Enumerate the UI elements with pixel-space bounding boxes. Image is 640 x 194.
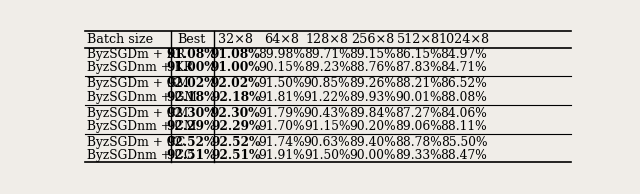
Text: 89.26%: 89.26% — [349, 77, 396, 90]
Text: 89.06%: 89.06% — [395, 120, 442, 133]
Text: 88.08%: 88.08% — [440, 91, 487, 104]
Text: 92.29%: 92.29% — [166, 120, 216, 133]
Text: 89.23%: 89.23% — [303, 61, 350, 74]
Text: 90.01%: 90.01% — [395, 91, 442, 104]
Text: 89.40%: 89.40% — [349, 136, 396, 149]
Text: 91.00%: 91.00% — [166, 61, 216, 74]
Text: 89.15%: 89.15% — [349, 48, 396, 61]
Text: 89.33%: 89.33% — [395, 149, 442, 162]
Text: 92.29%: 92.29% — [211, 120, 260, 133]
Text: 1024×8: 1024×8 — [438, 33, 490, 46]
Text: 128×8: 128×8 — [305, 33, 349, 46]
Text: 90.63%: 90.63% — [304, 136, 350, 149]
Text: 84.97%: 84.97% — [440, 48, 487, 61]
Text: 92.02%: 92.02% — [166, 77, 216, 90]
Text: 90.85%: 90.85% — [304, 77, 350, 90]
Text: ByzSGDnm + CC: ByzSGDnm + CC — [88, 149, 194, 162]
Text: 91.15%: 91.15% — [304, 120, 350, 133]
Text: ByzSGDm + CC: ByzSGDm + CC — [88, 136, 186, 149]
Text: 91.74%: 91.74% — [258, 136, 305, 149]
Text: 92.02%: 92.02% — [211, 77, 260, 90]
Text: 91.70%: 91.70% — [258, 120, 305, 133]
Text: 90.15%: 90.15% — [258, 61, 305, 74]
Text: ByzSGDnm + KR: ByzSGDnm + KR — [88, 61, 193, 74]
Text: 91.08%: 91.08% — [166, 48, 216, 61]
Text: 84.71%: 84.71% — [440, 61, 487, 74]
Text: 91.50%: 91.50% — [304, 149, 350, 162]
Text: 256×8: 256×8 — [351, 33, 394, 46]
Text: 512×8: 512×8 — [397, 33, 440, 46]
Text: 92.52%: 92.52% — [166, 136, 216, 149]
Text: 88.21%: 88.21% — [395, 77, 442, 90]
Text: 91.08%: 91.08% — [211, 48, 260, 61]
Text: 92.51%: 92.51% — [166, 149, 216, 162]
Text: 89.98%: 89.98% — [258, 48, 305, 61]
Text: 87.83%: 87.83% — [395, 61, 442, 74]
Text: 91.00%: 91.00% — [211, 61, 260, 74]
Text: 88.76%: 88.76% — [349, 61, 396, 74]
Text: 89.93%: 89.93% — [349, 91, 396, 104]
Text: 91.81%: 91.81% — [258, 91, 305, 104]
Text: ByzSGDm + KR: ByzSGDm + KR — [88, 48, 186, 61]
Text: 91.79%: 91.79% — [258, 107, 305, 120]
Text: 92.51%: 92.51% — [211, 149, 260, 162]
Text: 86.15%: 86.15% — [395, 48, 442, 61]
Text: ByzSGDm + GM: ByzSGDm + GM — [88, 77, 189, 90]
Text: ByzSGDnm + CM: ByzSGDnm + CM — [88, 120, 197, 133]
Text: 86.52%: 86.52% — [440, 77, 487, 90]
Text: 64×8: 64×8 — [264, 33, 299, 46]
Text: 92.52%: 92.52% — [211, 136, 260, 149]
Text: 88.47%: 88.47% — [440, 149, 487, 162]
Text: 84.06%: 84.06% — [440, 107, 487, 120]
Text: 90.00%: 90.00% — [349, 149, 396, 162]
Text: 85.50%: 85.50% — [441, 136, 487, 149]
Text: 92.30%: 92.30% — [211, 107, 260, 120]
Text: ByzSGDm + CM: ByzSGDm + CM — [88, 107, 189, 120]
Text: 89.84%: 89.84% — [349, 107, 396, 120]
Text: 92.18%: 92.18% — [211, 91, 260, 104]
Text: 88.11%: 88.11% — [440, 120, 487, 133]
Text: 89.71%: 89.71% — [304, 48, 350, 61]
Text: 91.91%: 91.91% — [258, 149, 305, 162]
Text: 92.30%: 92.30% — [166, 107, 216, 120]
Text: 91.50%: 91.50% — [258, 77, 305, 90]
Text: 90.20%: 90.20% — [349, 120, 396, 133]
Text: 92.18%: 92.18% — [166, 91, 216, 104]
Text: Batch size: Batch size — [88, 33, 154, 46]
Text: 91.22%: 91.22% — [303, 91, 350, 104]
Text: 88.78%: 88.78% — [395, 136, 442, 149]
Text: 87.27%: 87.27% — [395, 107, 442, 120]
Text: 32×8: 32×8 — [218, 33, 253, 46]
Text: Best: Best — [177, 33, 205, 46]
Text: 90.43%: 90.43% — [304, 107, 350, 120]
Text: ByzSGDnm + GM: ByzSGDnm + GM — [88, 91, 197, 104]
